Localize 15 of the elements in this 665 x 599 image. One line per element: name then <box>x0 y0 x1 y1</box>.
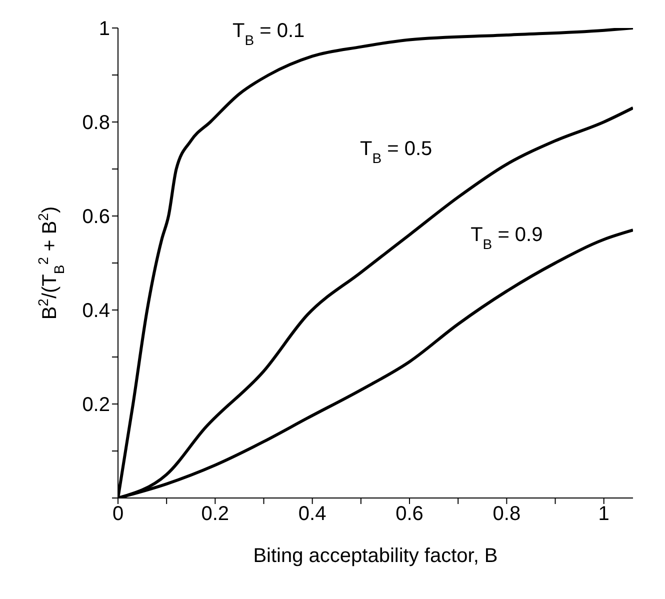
y-tick-label: 0.6 <box>82 206 110 228</box>
y-tick-label: 1 <box>98 18 110 40</box>
x-tick-label: 0.8 <box>492 503 521 526</box>
y-tick-label: 0.4 <box>82 300 110 322</box>
x-tick-label: 0.2 <box>201 503 230 526</box>
y-tick-label: 0.8 <box>82 112 110 134</box>
y-tick-label: 0.2 <box>82 394 110 416</box>
x-tick-label: 0 <box>112 503 124 526</box>
x-axis-title: Biting acceptability factor, B <box>253 545 498 567</box>
annotation: T$_{B}$ = 0.5 <box>360 138 432 166</box>
annotation: T$_{B}$ = 0.1 <box>232 20 305 48</box>
annotation: T$_{B}$ = 0.9 <box>470 224 543 252</box>
x-tick-label: 0.6 <box>396 503 424 526</box>
x-tick-label: 1 <box>598 503 610 526</box>
x-tick-label: 0.4 <box>298 503 326 526</box>
